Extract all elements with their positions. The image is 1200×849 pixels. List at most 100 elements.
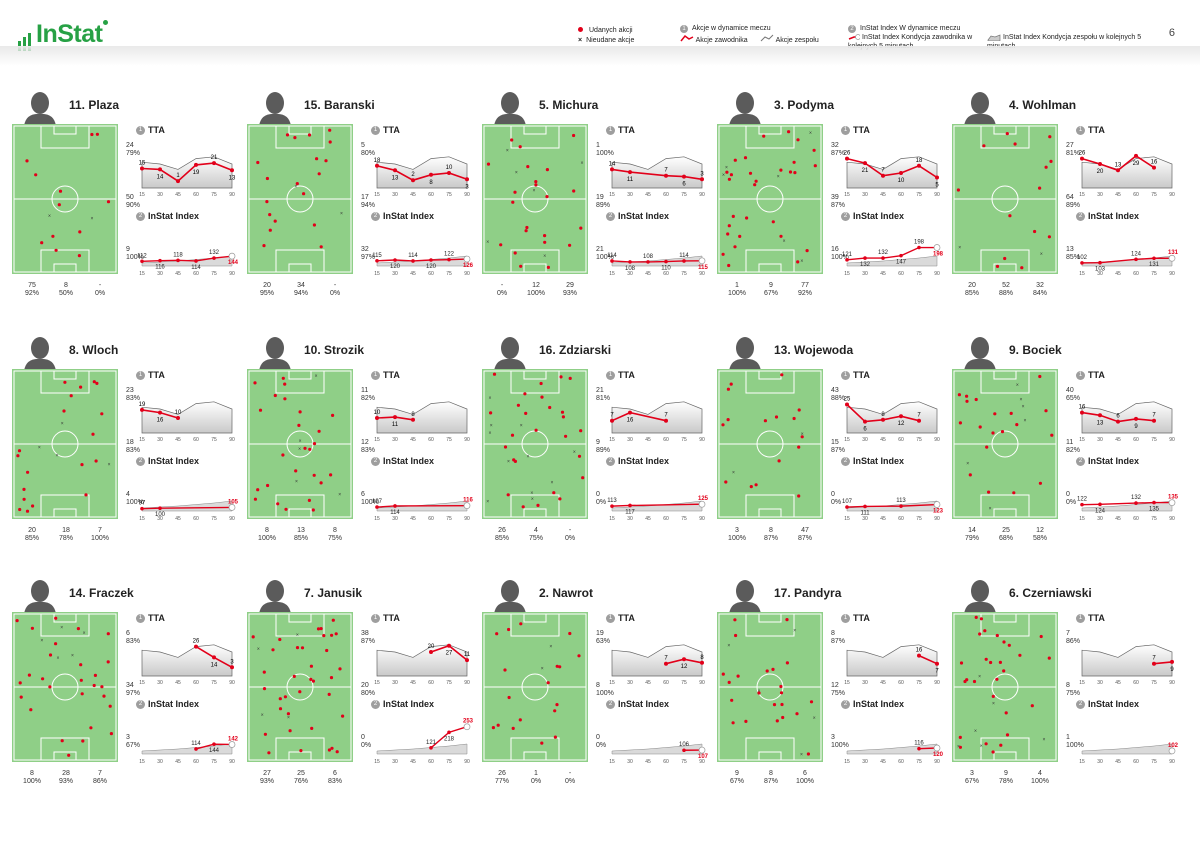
- grey-line-icon: [760, 34, 774, 42]
- action-success-marker: [991, 431, 995, 435]
- index-value-label: 120: [390, 264, 401, 270]
- action-fail-marker: ×: [533, 188, 536, 194]
- action-success-marker: [543, 240, 547, 244]
- tta-point: [664, 418, 668, 423]
- zone-percent: 75%: [528, 535, 543, 542]
- third-count: 3: [831, 734, 835, 741]
- section-number-icon: 1: [136, 614, 145, 623]
- player-name: 3. Podyma: [774, 98, 835, 112]
- tta-chart: 19 16 10 15 30 45 60 75 90: [139, 401, 235, 443]
- zone-percent: 68%: [998, 535, 1013, 542]
- index-tick-label: 90: [464, 271, 470, 277]
- action-success-marker: [513, 459, 517, 463]
- index-title: InStat Index: [383, 699, 435, 709]
- index-point: [447, 257, 451, 262]
- zone-count: 47: [801, 527, 809, 534]
- index-line-icon: [848, 34, 860, 40]
- action-fail-marker: ×: [974, 728, 977, 734]
- third-stats: 1 100%: [1066, 734, 1084, 750]
- index-point: [1080, 261, 1084, 265]
- third-stats: 0 0%: [361, 734, 371, 750]
- index-point: [863, 504, 867, 509]
- action-success-marker: [262, 670, 266, 674]
- tta-tick-label: 15: [374, 437, 380, 443]
- tta-tick-label: 90: [934, 680, 940, 686]
- third-percent: 80%: [361, 150, 376, 157]
- action-success-marker: [958, 745, 962, 749]
- action-success-marker: [744, 719, 748, 723]
- index-point: [463, 255, 471, 263]
- section-number-icon: 2: [841, 212, 850, 221]
- action-success-marker: [753, 183, 757, 187]
- third-count: 12: [831, 682, 839, 689]
- index-tick-label: 45: [880, 271, 886, 277]
- third-count: 40: [1066, 387, 1074, 394]
- tta-tick-label: 15: [374, 192, 380, 198]
- third-percent: 90%: [126, 202, 141, 209]
- zone-count: -: [568, 527, 572, 534]
- third-stats: 9 100%: [126, 246, 144, 262]
- action-success-marker: [559, 375, 563, 379]
- action-success-marker: [327, 748, 331, 752]
- tta-tick-label: 75: [446, 437, 452, 443]
- action-success-marker: [330, 746, 334, 750]
- index-chart: 114 108 108 110 114 115 15 30 45 60 75 90: [607, 253, 708, 277]
- tta-value-label: 20: [428, 644, 435, 650]
- index-value-label: 97: [139, 501, 146, 507]
- third-percent: 88%: [831, 395, 846, 402]
- player-name: 17. Pandyra: [774, 586, 842, 600]
- action-success-marker: [733, 245, 737, 249]
- tta-point: [1098, 413, 1102, 418]
- zone-percent: 85%: [494, 535, 509, 542]
- section-number-icon: 1: [371, 614, 380, 623]
- action-success-marker: [743, 156, 748, 160]
- zone-count: 3: [970, 770, 974, 777]
- player-index-line: [846, 246, 937, 261]
- action-success-marker: [727, 680, 731, 684]
- zone-percent: 67%: [763, 290, 778, 297]
- index-tick-label: 30: [627, 759, 633, 765]
- player-card: 7. Janusik × × × × 38 87% 20 80% 0 0% 27 93% 25 76% 6 83…: [247, 578, 487, 785]
- tta-point: [465, 177, 469, 182]
- action-success-marker: [25, 159, 29, 163]
- action-success-marker: [486, 162, 491, 166]
- tta-tick-label: 15: [1079, 437, 1085, 443]
- tta-tick-label: 75: [446, 680, 452, 686]
- tta-point: [375, 416, 379, 420]
- tta-tick-label: 45: [175, 192, 181, 198]
- player-card: 8. Wloch × × × × 23 83% 18 83% 4 100% 20 85% 18 78% 7 10…: [12, 335, 252, 542]
- zone-percent: 0%: [530, 778, 542, 785]
- tta-point: [1152, 165, 1156, 170]
- index-tick-label: 15: [844, 271, 850, 277]
- third-count: 12: [361, 439, 369, 446]
- page-number: 6: [1168, 27, 1175, 39]
- red-dot-icon: [578, 27, 583, 32]
- action-success-marker: [325, 648, 329, 653]
- action-success-marker: [315, 157, 319, 161]
- action-success-marker: [489, 411, 493, 415]
- tta-value-label: 10: [898, 178, 905, 184]
- player-avatar-icon: [964, 580, 996, 614]
- player-card: 13. Wojewoda × × 43 88% 15 87% 0 0% 3 100% 8 87% 47 87…: [717, 335, 957, 542]
- action-success-marker: [957, 393, 961, 397]
- action-success-marker: [965, 399, 969, 403]
- section-number-icon: 2: [371, 212, 380, 221]
- action-fail-marker: ×: [978, 674, 981, 680]
- action-success-marker: [581, 476, 585, 480]
- section-number-icon: 1: [841, 614, 850, 623]
- action-success-marker: [1038, 481, 1042, 485]
- third-stats: 27 81%: [1066, 142, 1080, 158]
- action-success-marker: [1044, 165, 1048, 169]
- action-success-marker: [577, 454, 582, 458]
- zone-count: 34: [297, 282, 305, 289]
- tta-tick-label: 90: [464, 680, 470, 686]
- third-percent: 85%: [1066, 254, 1081, 261]
- action-success-marker: [1038, 186, 1042, 190]
- action-success-marker: [785, 618, 789, 622]
- action-success-marker: [298, 410, 302, 414]
- action-success-marker: [779, 234, 783, 238]
- section-number-icon: 2: [841, 457, 850, 466]
- action-fail-marker: ×: [90, 216, 93, 222]
- player-name: 15. Baranski: [304, 98, 375, 112]
- action-success-marker: [106, 660, 110, 664]
